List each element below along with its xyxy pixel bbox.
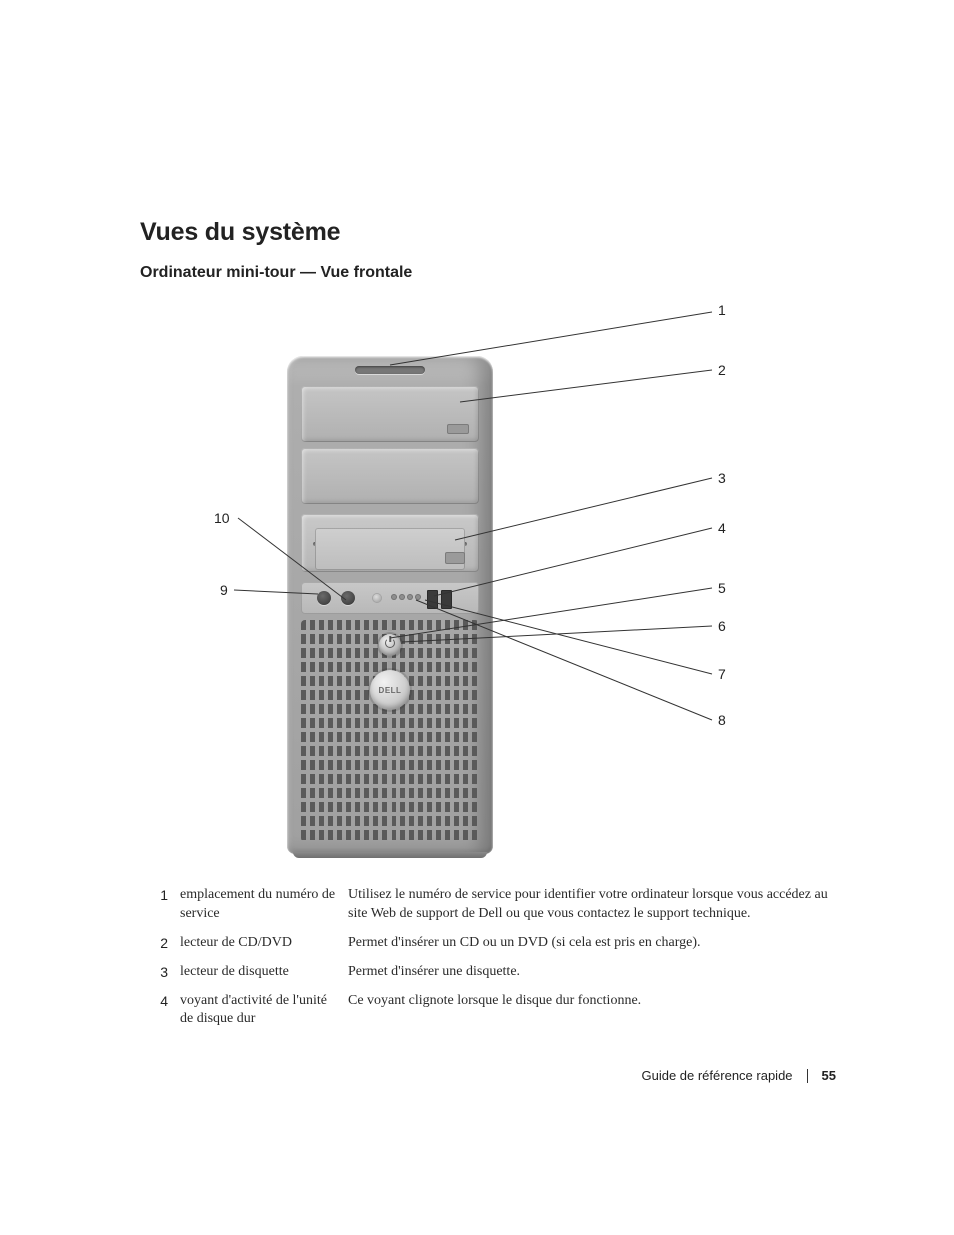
callout-8: 8 — [718, 712, 726, 728]
legend-row: 3 lecteur de disquette Permet d'insérer … — [150, 963, 850, 982]
legend-row: 1 emplacement du numéro de service Utili… — [150, 886, 850, 924]
legend-term: lecteur de disquette — [180, 963, 340, 982]
legend-desc: Permet d'insérer un CD ou un DVD (si cel… — [348, 934, 850, 953]
page: Vues du système Ordinateur mini-tour — V… — [0, 0, 954, 1235]
callout-4: 4 — [718, 520, 726, 536]
footer-page-number: 55 — [822, 1068, 836, 1083]
callout-6: 6 — [718, 618, 726, 634]
callout-2: 2 — [718, 362, 726, 378]
legend-desc: Permet d'insérer une disquette. — [348, 963, 850, 982]
callout-9: 9 — [220, 582, 228, 598]
legend-row: 4 voyant d'activité de l'unité de disque… — [150, 992, 850, 1030]
section-subtitle: Ordinateur mini-tour — Vue frontale — [140, 264, 412, 282]
legend-number: 1 — [150, 886, 172, 924]
system-front-diagram: DELL 1 — [200, 300, 600, 860]
legend-number: 4 — [150, 992, 172, 1030]
legend-row: 2 lecteur de CD/DVD Permet d'insérer un … — [150, 934, 850, 953]
callout-1: 1 — [718, 302, 726, 318]
legend-term: lecteur de CD/DVD — [180, 934, 340, 953]
callout-10: 10 — [214, 510, 230, 526]
footer-doc-title: Guide de référence rapide — [641, 1068, 792, 1083]
callout-5: 5 — [718, 580, 726, 596]
legend-desc: Ce voyant clignote lorsque le disque dur… — [348, 992, 850, 1030]
legend-term: emplacement du numéro de service — [180, 886, 340, 924]
callout-3: 3 — [718, 470, 726, 486]
legend-number: 3 — [150, 963, 172, 982]
page-title: Vues du système — [140, 218, 340, 247]
legend-term: voyant d'activité de l'unité de disque d… — [180, 992, 340, 1030]
legend-desc: Utilisez le numéro de service pour ident… — [348, 886, 850, 924]
callout-7: 7 — [718, 666, 726, 682]
legend-number: 2 — [150, 934, 172, 953]
footer-separator-icon — [807, 1069, 808, 1083]
page-footer: Guide de référence rapide 55 — [641, 1068, 836, 1083]
legend-table: 1 emplacement du numéro de service Utili… — [150, 886, 850, 1039]
callout-leader-lines — [200, 300, 760, 860]
